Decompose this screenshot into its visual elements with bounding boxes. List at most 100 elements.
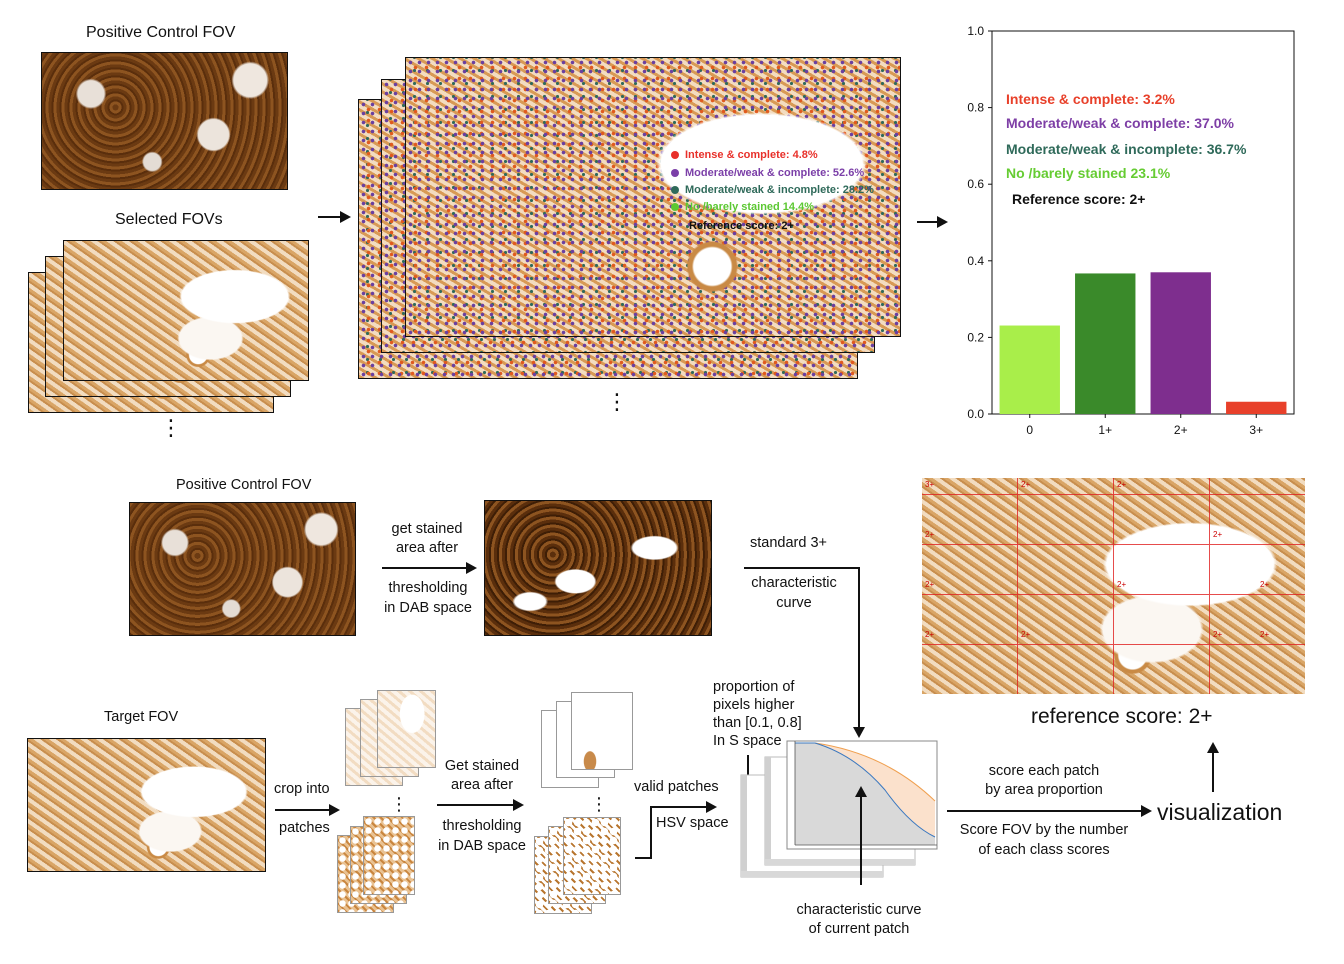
grid-score-10: 2+ <box>1021 630 1031 639</box>
visualization-label: visualization <box>1157 799 1283 825</box>
arrow-standard-v-line <box>858 567 860 729</box>
arrow-crop-line <box>275 809 331 811</box>
x-tick-label: 2+ <box>1174 423 1188 437</box>
get-stained-label-1: get stained <box>391 521 463 537</box>
overlay-legend-intense: Intense & complete: 4.8% <box>671 149 818 161</box>
overlay-legend-moderate-incomplete: Moderate/weak & incomplete: 28.2% <box>671 184 874 196</box>
reference-score-label: reference score: 2+ <box>1031 705 1213 728</box>
arrow-score-head <box>1141 805 1152 817</box>
chart-annotation: Moderate/weak & incomplete: 36.7% <box>1006 141 1247 157</box>
arrow-threshold-bottom-head <box>513 799 524 811</box>
bar-1 <box>1075 273 1136 414</box>
legend-dot-intense <box>671 151 679 160</box>
current-curve-line <box>795 742 936 838</box>
overlay-reference-score: Reference score: 2+ <box>689 220 794 232</box>
grid-score-6: 2+ <box>925 580 935 589</box>
proportion-line-3: than [0.1, 0.8] <box>713 715 802 731</box>
chart-annotation: No /barely stained 23.1% <box>1006 165 1171 181</box>
get-stained-label-2: area after <box>395 540 459 556</box>
arrow-visual-head <box>1207 742 1219 753</box>
thresholding2-label-2: in DAB space <box>438 838 526 854</box>
overlay-legend-no-stain: No /barely stained 14.4% <box>671 201 814 213</box>
arrow-proportion-line <box>747 755 749 775</box>
arrow-hsv-h1 <box>635 857 652 859</box>
arrow-to-overlay-line <box>318 216 344 218</box>
proportion-line-2: pixels higher <box>713 697 795 713</box>
proportion-line-1: proportion of <box>713 679 795 695</box>
get-stained2-label-2: area after <box>450 777 514 793</box>
grid-score-3: 2+ <box>1117 480 1127 489</box>
target-fov-title: Target FOV <box>104 709 179 725</box>
positive-control-image-bottom <box>129 502 356 636</box>
thr-patch-1 <box>571 692 633 770</box>
arrow-to-chart-line <box>917 221 941 223</box>
grid-score-1: 3+ <box>925 480 935 489</box>
y-tick-label: 0.0 <box>967 407 984 421</box>
x-tick-label: 1+ <box>1098 423 1112 437</box>
score-each-label-2: by area proportion <box>985 782 1103 798</box>
positive-control-stained-image <box>484 500 712 636</box>
overlay-legend-moderate-complete: Moderate/weak & complete: 52.6% <box>671 167 864 179</box>
arrow-standard-head <box>853 727 865 738</box>
standard-curve-area <box>815 743 935 837</box>
y-tick-label: 0.2 <box>967 330 984 344</box>
arrow-current-curve-head <box>855 786 867 797</box>
score-bar-chart: 0.0 0.2 0.4 0.6 0.8 1.0 0 1+ 2+ 3+ Intense & compl… <box>967 24 1295 437</box>
score-each-label-1: score each patch <box>988 763 1100 779</box>
selected-fov-stack-1 <box>63 240 309 381</box>
grid-score-11: 2+ <box>1213 630 1223 639</box>
arrow-threshold-top-head <box>466 562 477 574</box>
overlay-legend-intense-text: Intense & complete: 4.8% <box>685 149 818 161</box>
arrow-hsv-h2 <box>650 806 710 808</box>
hsv-space-label: HSV space <box>656 815 729 831</box>
grid-score-9: 2+ <box>925 630 935 639</box>
arrow-to-chart-head <box>937 216 948 228</box>
raw-cell-patch-1 <box>363 816 415 895</box>
arrow-threshold-top-line <box>382 567 468 569</box>
score-fov-label-2: of each class scores <box>978 842 1110 858</box>
characteristic-curve-plots <box>740 740 938 878</box>
grid-score-8: 2+ <box>1260 580 1270 589</box>
positive-control-title-top: Positive Control FOV <box>86 24 236 41</box>
char-curve-current-1: characteristic curve <box>796 902 922 918</box>
score-fov-label-1: Score FOV by the number <box>959 822 1129 838</box>
thr-cell-patch-1 <box>563 817 621 895</box>
grid-score-5: 2+ <box>1213 530 1223 539</box>
bar-0 <box>999 325 1060 414</box>
thresholding2-label-1: thresholding <box>442 818 522 834</box>
x-tick-label: 0 <box>1026 423 1033 437</box>
arrow-threshold-bottom-line <box>437 804 515 806</box>
y-tick-label: 0.6 <box>967 177 984 191</box>
raw-patches-ellipsis: ⋮ <box>390 794 408 814</box>
get-stained2-label-1: Get stained <box>444 758 520 774</box>
crop-into-label: crop into <box>274 781 330 797</box>
legend-dot-moderate-incomplete <box>671 186 679 195</box>
thresholding-label-2: in DAB space <box>384 600 472 616</box>
arrow-to-overlay-head <box>340 211 351 223</box>
standard-3plus-label: standard 3+ <box>750 535 827 551</box>
arrow-standard-h-line <box>744 567 860 569</box>
overlay-fov-stack-1: Intense & complete: 4.8% Moderate/weak &… <box>405 57 901 337</box>
arrow-hsv-v <box>650 806 652 859</box>
proportion-label: proportion of pixels higher than [0.1, 0… <box>713 678 802 750</box>
characteristic-label-1: characteristic <box>751 575 837 591</box>
chart-annotation: Reference score: 2+ <box>1012 191 1145 207</box>
selected-fovs-ellipsis: ⋮ <box>160 415 182 440</box>
y-tick-label: 1.0 <box>967 24 984 38</box>
grid-score-2: 2+ <box>1021 480 1031 489</box>
grid-score-12: 2+ <box>1260 630 1270 639</box>
arrow-visual-line <box>1212 752 1214 792</box>
patches-label: patches <box>279 820 330 836</box>
arrow-hsv-head <box>706 801 717 813</box>
overlay-ellipsis: ⋮ <box>606 389 628 414</box>
valid-patches-label: valid patches <box>634 779 719 795</box>
overlay-legend-moderate-complete-text: Moderate/weak & complete: 52.6% <box>685 167 865 179</box>
bar-3 <box>1226 401 1287 414</box>
x-tick-label: 3+ <box>1249 423 1263 437</box>
chart-annotation: Moderate/weak & complete: 37.0% <box>1006 115 1235 131</box>
selected-fovs-title: Selected FOVs <box>115 211 223 228</box>
arrow-crop-head <box>329 804 340 816</box>
arrow-current-curve-line <box>860 795 862 885</box>
overlay-legend-moderate-incomplete-text: Moderate/weak & incomplete: 28.2% <box>685 184 874 196</box>
legend-dot-no-stain <box>671 203 679 212</box>
